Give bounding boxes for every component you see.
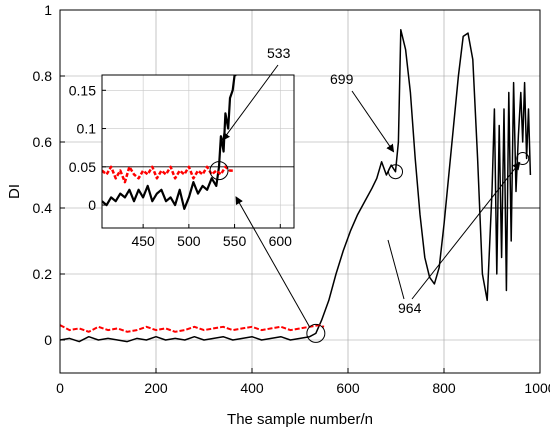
inset-series-red-dashed: [102, 165, 235, 184]
inset-ticks: 450 500 550 600 0 0.05 0.1 0.15: [69, 82, 292, 249]
annotation-533-group: 533: [222, 45, 311, 328]
main-x-tick-label: 600: [336, 380, 360, 396]
main-x-tick-label: 0: [56, 380, 64, 396]
y-axis-label: DI: [6, 184, 23, 199]
main-x-tick-label: 200: [144, 380, 168, 396]
main-y-tick-label: 0.6: [33, 134, 53, 150]
annotation-964-circle: [516, 152, 530, 165]
main-y-tick-label: 1: [44, 2, 52, 18]
main-y-tick-label: 0: [44, 332, 52, 348]
annotation-699-arrow: [351, 90, 395, 153]
annotation-699-label: 699: [330, 71, 354, 87]
inset-grid: [102, 75, 294, 228]
annotation-533-inset-arrow: [235, 196, 311, 328]
inset-callouts: [209, 161, 229, 181]
x-axis-label: The sample number/n: [227, 411, 373, 428]
inset-y-tick-label: 0: [88, 197, 96, 213]
annotation-699-circle: [388, 164, 404, 180]
inset-y-tick-label: 0.1: [77, 121, 97, 137]
main-series-black: [59, 29, 532, 343]
annotation-533-circle: [306, 323, 326, 343]
main-x-tick-label: 400: [240, 380, 264, 396]
annotation-533-arrow: [222, 64, 279, 141]
inset-533-circle: [209, 161, 229, 181]
inset-x-tick-label: 600: [269, 233, 293, 249]
annotation-964-leader: [387, 239, 405, 300]
inset-background: [102, 75, 294, 228]
inset-x-tick-label: 500: [177, 233, 201, 249]
main-annotations: 699 964: [306, 71, 530, 343]
main-x-tick-label: 800: [432, 380, 456, 396]
main-series-red-dashed: [59, 324, 325, 333]
inset-y-tick-label: 0.15: [69, 82, 96, 98]
inset-y-tick-label: 0.05: [69, 159, 96, 175]
main-series: [59, 29, 532, 343]
main-plot-frame: [59, 9, 541, 374]
main-y-tick-label: 0.8: [33, 68, 53, 84]
annotation-964-label: 964: [398, 300, 422, 316]
inset-plot: 450 500 550 600 0 0.05 0.1 0.15: [69, 74, 295, 249]
annotation-964-arrow: [411, 161, 521, 300]
main-y-tick-label: 0.4: [33, 200, 53, 216]
inset-x-tick-label: 550: [223, 233, 247, 249]
inset-plot-frame: [101, 74, 295, 229]
inset-x-tick-label: 450: [131, 233, 155, 249]
annotation-533-label: 533: [267, 45, 291, 61]
main-y-tick-label: 0.2: [33, 266, 53, 282]
